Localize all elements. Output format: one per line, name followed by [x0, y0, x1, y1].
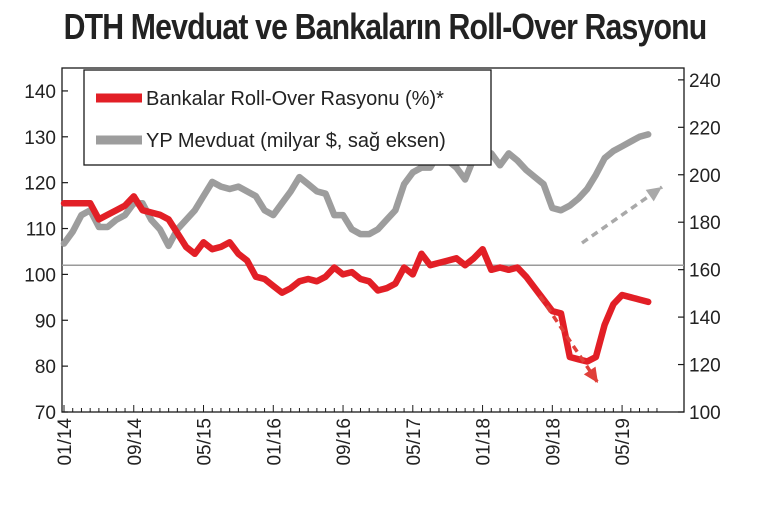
legend-label-roll-over: Bankalar Roll-Over Rasyonu (%)* — [146, 88, 444, 110]
right-tick-label: 200 — [689, 166, 721, 187]
chart-title: DTH Mevduat ve Bankaların Roll-Over Rasy… — [63, 6, 708, 47]
series-layer — [60, 131, 652, 365]
x-tick-label: 01/14 — [55, 418, 76, 466]
x-tick-label: 09/14 — [125, 418, 146, 466]
left-tick-label: 130 — [24, 128, 56, 149]
x-tick-label: 01/18 — [474, 418, 495, 466]
left-tick-label: 80 — [35, 357, 56, 378]
right-tick-label: 100 — [689, 403, 721, 424]
series-line-roll-over — [60, 193, 652, 365]
arrow-down-red-shaft — [538, 295, 600, 384]
left-tick-label: 100 — [24, 265, 56, 286]
left-tick-label: 120 — [24, 174, 56, 195]
arrow-up-gray-head — [645, 187, 662, 202]
left-tick-label: 90 — [35, 311, 56, 332]
x-tick-label: 09/18 — [543, 418, 564, 466]
x-tick-label: 05/15 — [195, 418, 216, 466]
x-axis: 01/14 09/14 05/15 01/16 09/16 05/17 01/18 09/18… — [55, 405, 658, 466]
left-tick-label: 140 — [24, 82, 56, 103]
left-tick-label: 110 — [26, 220, 56, 241]
left-axis: 70 80 90 100 110 120 130 140 — [24, 82, 68, 424]
x-tick-label: 05/17 — [404, 418, 425, 466]
trend-arrows — [538, 185, 664, 384]
plot-frame — [61, 67, 685, 413]
right-tick-label: 220 — [689, 118, 721, 139]
arrow-down-red-head — [583, 366, 598, 383]
right-tick-label: 240 — [689, 71, 721, 92]
left-tick-label: 70 — [35, 403, 56, 424]
legend-label-yp-mevduat: YP Mevduat (milyar $, sağ eksen) — [146, 130, 446, 152]
x-tick-label: 01/16 — [264, 418, 285, 466]
x-tick-label: 09/16 — [334, 418, 355, 466]
right-tick-label: 140 — [689, 308, 721, 329]
right-tick-label: 120 — [689, 356, 721, 377]
legend: Bankalar Roll-Over Rasyonu (%)* YP Mevdu… — [83, 69, 492, 166]
right-axis: 100 120 140 160 180 200 220 240 — [678, 71, 721, 424]
x-tick-label: 05/19 — [613, 418, 634, 466]
right-tick-label: 180 — [689, 213, 721, 234]
legend-box — [83, 69, 492, 166]
arrow-up-gray-shaft — [580, 185, 664, 245]
right-tick-label: 160 — [689, 261, 721, 282]
series-line-yp-mevduat — [60, 131, 652, 250]
